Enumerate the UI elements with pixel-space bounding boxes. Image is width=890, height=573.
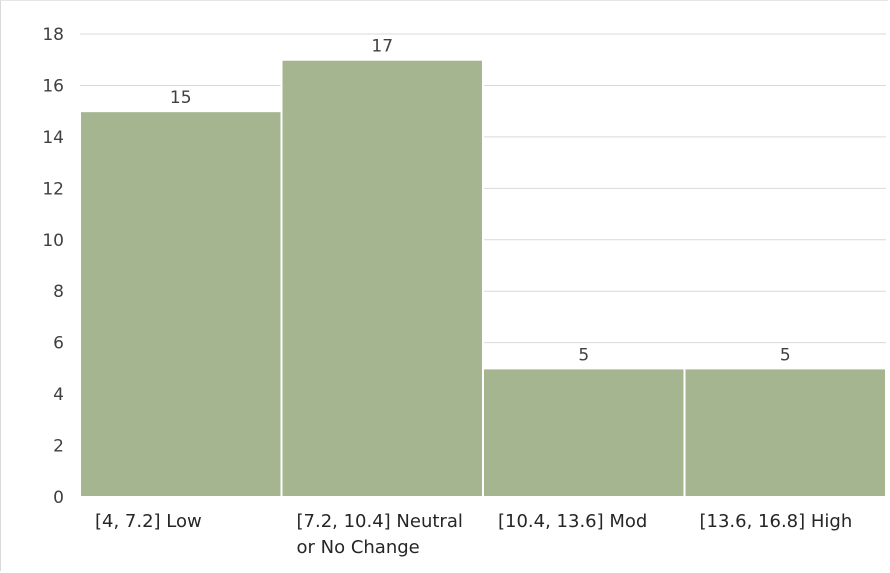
bar-value-label: 5 [780, 345, 791, 365]
bars [79, 58, 887, 499]
y-tick-label: 12 [42, 179, 64, 199]
x-category-label-line: [7.2, 10.4] Neutral [297, 511, 463, 532]
x-category-label-line: [4, 7.2] Low [95, 511, 202, 532]
y-tick-label: 6 [53, 334, 64, 354]
x-category-label-line: or No Change [297, 537, 420, 558]
y-tick-label: 2 [53, 437, 64, 457]
x-category-label-line: [13.6, 16.8] High [700, 511, 853, 532]
histogram-bar [482, 367, 686, 498]
x-category-label: [4, 7.2] Low [95, 511, 202, 532]
y-tick-label: 10 [42, 231, 64, 251]
x-category-label-line: [10.4, 13.6] Mod [498, 511, 647, 532]
histogram-bar [79, 110, 283, 499]
bar-value-label: 5 [578, 345, 589, 365]
x-category-label: [13.6, 16.8] High [700, 511, 853, 532]
x-category-label: [10.4, 13.6] Mod [498, 511, 647, 532]
x-axis-categories: [4, 7.2] Low [7.2, 10.4] Neutral or No Cha… [95, 511, 852, 558]
bar-value-label: 17 [371, 37, 393, 57]
y-tick-label: 14 [42, 128, 64, 148]
y-tick-label: 0 [53, 488, 64, 508]
bar-value-label: 15 [170, 88, 192, 108]
x-category-label: [7.2, 10.4] Neutral or No Change [297, 511, 463, 558]
histogram-bar [280, 58, 484, 498]
histogram-bar [683, 367, 887, 498]
y-axis-ticks: 0 2 4 6 8 10 12 14 16 18 [42, 25, 64, 508]
y-tick-label: 18 [42, 25, 64, 45]
data-labels: 15 17 5 5 [170, 37, 791, 366]
y-tick-label: 8 [53, 282, 64, 302]
y-tick-label: 4 [53, 385, 64, 405]
y-tick-label: 16 [42, 76, 64, 96]
